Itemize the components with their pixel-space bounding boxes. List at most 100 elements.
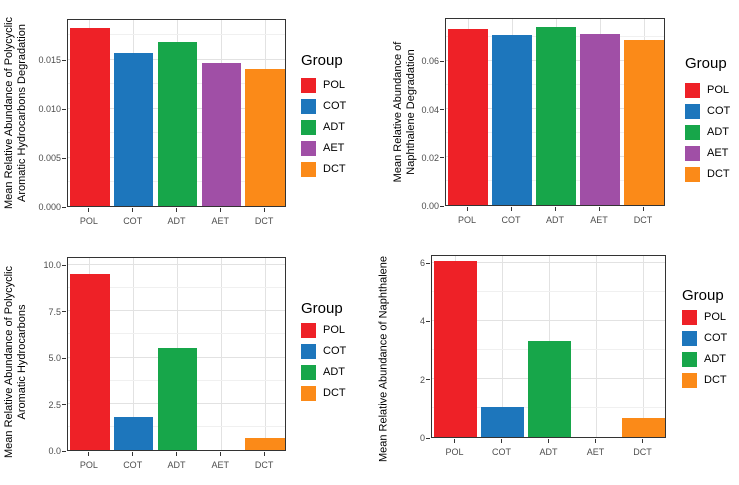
- x-tick-label: AET: [211, 216, 230, 226]
- x-tick-mark: [132, 208, 134, 212]
- x-tick-mark: [132, 452, 134, 456]
- y-tick-label: 4: [419, 316, 425, 327]
- bar-pol: [448, 29, 488, 205]
- bar-adt: [157, 347, 198, 450]
- legend-item-pol: POL: [685, 83, 730, 98]
- legend: Group POL COT ADT DCT: [301, 300, 346, 407]
- legend-key-aet: [685, 146, 700, 161]
- gridline-major-y: [432, 319, 665, 321]
- y-tick-mark: [62, 450, 66, 452]
- legend-key-adt: [301, 365, 316, 380]
- legend-label: DCT: [323, 387, 346, 399]
- x-tick-mark: [454, 439, 455, 443]
- legend-key-pol: [685, 83, 700, 98]
- gridline-major-y: [68, 310, 285, 312]
- y-tick-label: 2.5: [48, 399, 61, 410]
- legend-key-pol: [301, 78, 316, 93]
- legend-title: Group: [682, 287, 724, 304]
- bar-dct: [245, 68, 285, 206]
- x-tick-mark: [598, 207, 600, 211]
- bar-aet: [201, 63, 241, 206]
- y-tick-mark: [62, 206, 66, 208]
- chart-pah-abundance: Mean Relative Abundance of Polycyclic Ar…: [0, 242, 369, 485]
- legend-item-pol: POL: [301, 323, 346, 338]
- bar-dct: [245, 438, 285, 450]
- x-tick-label: ADT: [167, 216, 186, 226]
- y-tick-mark: [440, 205, 444, 207]
- x-tick-mark: [642, 439, 643, 443]
- gridline-minor-y: [432, 290, 665, 292]
- y-tick-label: 5.0: [48, 353, 61, 364]
- y-tick-label: 2: [419, 374, 425, 385]
- legend-item-dct: DCT: [301, 162, 346, 177]
- legend-item-adt: ADT: [301, 365, 346, 380]
- plot-panel: [67, 257, 286, 451]
- y-axis-title: Mean Relative Abundance of Naphthalene: [377, 255, 390, 463]
- legend-key-adt: [301, 120, 316, 135]
- bar-dct: [622, 418, 665, 437]
- legend-label: POL: [704, 311, 727, 323]
- y-tick-label: 7.5: [48, 306, 61, 317]
- gridline-major-y: [432, 261, 665, 263]
- x-tick-label: AET: [586, 447, 605, 457]
- x-tick-label: COT: [123, 460, 143, 470]
- gridline-major-x: [220, 258, 222, 450]
- y-tick-mark: [62, 59, 66, 61]
- legend-label: COT: [707, 105, 731, 117]
- legend-item-adt: ADT: [685, 125, 730, 140]
- y-tick-label: 10.0: [43, 260, 61, 271]
- bar-adt: [157, 42, 198, 206]
- y-tick-mark: [62, 357, 66, 359]
- y-tick-mark: [426, 320, 430, 322]
- x-tick-mark: [176, 208, 177, 212]
- legend-item-cot: COT: [682, 331, 727, 346]
- legend: Group POL COT ADT AET DCT: [301, 52, 346, 183]
- legend-key-dct: [685, 167, 700, 182]
- gridline-major-x: [596, 256, 597, 437]
- legend-items: POL COT ADT DCT: [301, 323, 346, 401]
- legend-item-cot: COT: [301, 344, 346, 359]
- gridline-major-x: [133, 258, 135, 450]
- y-tick-label: 0.0: [48, 446, 61, 456]
- y-tick-label: 0.005: [38, 153, 61, 164]
- x-tick-label: ADT: [546, 215, 564, 225]
- legend-label: ADT: [323, 121, 345, 133]
- legend-key-adt: [685, 125, 700, 140]
- legend-item-dct: DCT: [301, 386, 346, 401]
- y-tick-mark: [426, 262, 430, 264]
- x-tick-label: POL: [79, 460, 98, 470]
- legend-key-adt: [682, 352, 697, 367]
- bar-pol: [434, 261, 477, 437]
- legend-title: Group: [685, 55, 727, 72]
- x-tick-label: COT: [123, 216, 143, 226]
- legend-key-pol: [682, 310, 697, 325]
- legend-items: POL COT ADT DCT: [682, 310, 727, 388]
- x-tick-label: AET: [590, 215, 608, 225]
- legend-key-pol: [301, 323, 316, 338]
- legend-item-pol: POL: [301, 78, 346, 93]
- legend-item-dct: DCT: [682, 373, 727, 388]
- bar-adt: [528, 340, 571, 437]
- bar-pol: [70, 273, 110, 450]
- chart-naphthalene-abundance: Mean Relative Abundance of Naphthalene G…: [369, 242, 739, 485]
- x-tick-mark: [263, 208, 265, 212]
- legend-key-cot: [301, 99, 316, 114]
- legend: Group POL COT ADT DCT: [682, 287, 727, 394]
- legend-label: DCT: [323, 163, 346, 175]
- legend-label: DCT: [704, 374, 727, 386]
- legend-label: POL: [707, 84, 730, 96]
- legend-title: Group: [301, 300, 343, 317]
- y-tick-label: 0.02: [421, 152, 439, 163]
- x-tick-mark: [554, 207, 556, 211]
- y-tick-mark: [62, 157, 66, 159]
- legend-items: POL COT ADT AET DCT: [301, 78, 346, 177]
- y-tick-label: 6: [419, 258, 425, 269]
- legend-label: COT: [704, 332, 728, 344]
- bar-cot: [113, 53, 154, 206]
- x-tick-mark: [466, 207, 468, 211]
- x-tick-mark: [219, 452, 221, 456]
- legend-title: Group: [301, 52, 343, 69]
- legend-key-cot: [685, 104, 700, 119]
- plot-panel: [431, 255, 666, 438]
- x-tick-mark: [510, 207, 512, 211]
